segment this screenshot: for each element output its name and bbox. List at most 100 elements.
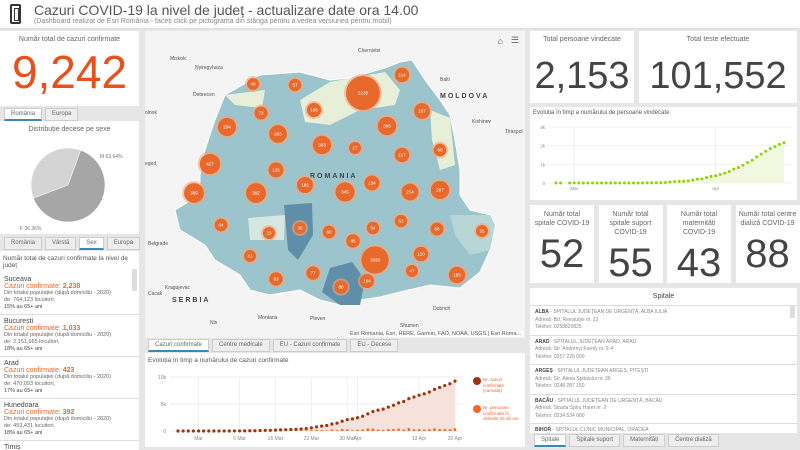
case-cluster[interactable]: 53 [392, 212, 410, 230]
total-cases-card: Număr total de cazuri confirmate 9,242 [0, 31, 139, 106]
tab-spitale-suport[interactable]: Spitale suport [569, 434, 621, 447]
scrollbar[interactable] [790, 306, 795, 318]
case-cluster[interactable]: 60 [320, 223, 338, 241]
case-cluster[interactable]: 214 [399, 181, 421, 203]
county-list-item[interactable]: Hunedoara Cazuri confirmate: 392 Din total… [0, 399, 139, 441]
tab-cazuri-confirmate[interactable]: Cazuri confirmate [148, 339, 210, 352]
hospital-name: ARGEȘ - SPITALUL JUDEȚEAN ARGEȘ, PITEȘTI [535, 368, 649, 374]
legend-list-icon[interactable]: ☰ [510, 35, 519, 45]
data-point [427, 390, 431, 394]
case-cluster[interactable]: 41 [242, 248, 258, 264]
hospital-item[interactable]: ARGEȘ - SPITALUL JUDEȚEAN ARGEȘ, PITEȘTI… [530, 365, 797, 395]
county-list-item[interactable]: TimișCazuri confirmate: 389 [0, 441, 139, 450]
case-cluster[interactable]: 389 [182, 181, 206, 205]
map-place-label: Belgrade [148, 241, 168, 247]
case-cluster[interactable]: 182 [294, 174, 316, 196]
case-cluster[interactable]: 64 [212, 216, 230, 234]
case-cluster[interactable]: 47 [403, 262, 421, 280]
map[interactable]: Miskolc Nyiregyhaza Debrecen olnok Chernivts… [145, 31, 525, 338]
data-point [453, 379, 457, 383]
case-cluster[interactable]: 195 [446, 264, 468, 286]
tab-romania[interactable]: România [4, 237, 43, 250]
tab-sex[interactable]: Sex [79, 237, 104, 250]
case-cluster[interactable]: 2238 [344, 74, 382, 112]
case-cluster[interactable]: 54 [364, 219, 382, 237]
data-point [366, 412, 370, 416]
case-cluster[interactable]: 263 [267, 123, 289, 145]
case-cluster[interactable]: 83 [267, 270, 285, 288]
population-value: de: 470,093 locuitori, [4, 381, 56, 387]
stat-value: 55 [608, 241, 653, 285]
case-cluster[interactable]: 108 [304, 100, 324, 120]
case-cluster[interactable]: 308 [375, 114, 399, 138]
case-cluster[interactable]: 134 [362, 173, 382, 193]
case-cluster[interactable]: 57 [286, 76, 304, 94]
case-cluster[interactable]: 297 [428, 178, 452, 202]
cluster-marker [346, 76, 380, 110]
hospital-item[interactable]: ALBA - SPITALUL JUDEȚEAN DE URGENȚĂ, ALB… [530, 306, 797, 336]
case-cluster[interactable]: 117 [392, 145, 412, 165]
tab-varsta[interactable]: Vârstă [45, 237, 77, 250]
tab-spitale[interactable]: Spitale [534, 434, 567, 447]
map-place-label: Chernivtsi [358, 48, 380, 54]
scrollbar[interactable] [132, 269, 137, 291]
daily-bar [397, 428, 400, 431]
header: Cazuri COVID-19 la nivel de județ - actu… [0, 0, 800, 29]
case-cluster[interactable]: 73 [252, 104, 270, 122]
tab-centre-medicale[interactable]: Centre medicale [212, 339, 270, 352]
hospital-item[interactable]: ARAD - SPITALUL JUDEȚEAN ARAD, ARAD Adres… [530, 336, 797, 365]
daily-bar [315, 429, 318, 431]
data-point [181, 429, 185, 433]
cluster-marker [184, 183, 204, 203]
hospital-name: BACĂU - SPITALUL JUDEȚEAN DE URGENȚĂ, BA… [535, 397, 663, 404]
tab-europa[interactable]: Europa [45, 108, 79, 121]
tab-romania[interactable]: România [4, 108, 43, 121]
case-cluster[interactable]: 85 [344, 232, 362, 250]
case-cluster[interactable]: 303 [310, 133, 334, 157]
case-cluster[interactable]: 294 [215, 115, 239, 139]
case-cluster[interactable]: 345 [333, 180, 357, 204]
case-cluster[interactable]: 68 [428, 220, 446, 238]
cluster-marker [377, 116, 397, 136]
tab-eu-decese[interactable]: EU - Decese [350, 339, 399, 352]
daily-bar [371, 428, 375, 431]
home-icon[interactable]: ⌂ [497, 36, 503, 46]
case-cluster[interactable]: 77 [304, 264, 322, 282]
map-canvas[interactable]: Miskolc Nyiregyhaza Debrecen olnok Chernivts… [145, 31, 525, 338]
area-fill [556, 142, 784, 183]
county-list-item[interactable]: București Cazuri confirmate: 1,033 Din tot… [0, 315, 139, 357]
tab-eu-cazuri[interactable]: EU - Cazuri confirmate [272, 339, 348, 352]
cluster-marker [364, 175, 380, 191]
case-cluster[interactable]: 120 [411, 244, 431, 264]
case-cluster[interactable]: 17 [347, 140, 363, 156]
map-place-label: Montana [258, 315, 278, 321]
area-fill [178, 381, 455, 431]
tab-centre-dializa[interactable]: Centre dializă [668, 434, 719, 447]
county-list-item[interactable]: Suceava Cazuri confirmate: 2,238 Din total… [0, 273, 139, 315]
case-cluster[interactable]: 80 [332, 278, 350, 296]
case-cluster[interactable]: 1033 [359, 244, 391, 276]
case-cluster[interactable]: 60 [431, 141, 449, 159]
case-cluster[interactable]: 427 [197, 151, 223, 177]
mobile-phone-icon[interactable] [10, 4, 21, 24]
map-tabs: Cazuri confirmate Centre medicale EU - C… [148, 339, 399, 352]
data-point [320, 424, 324, 428]
county-list-item[interactable]: Arad Cazuri confirmate: 423 Din totalul po… [0, 357, 139, 399]
stat-card: Număr total centre dializă COVID-19 88 [735, 205, 800, 283]
case-cluster[interactable]: 30 [292, 220, 308, 236]
hospital-item[interactable]: BACĂU - SPITALUL JUDEȚEAN DE URGENȚĂ, BA… [530, 395, 797, 424]
data-point [723, 171, 727, 175]
case-cluster[interactable]: 23 [261, 225, 277, 241]
case-cluster[interactable]: 135 [266, 160, 286, 180]
case-cluster[interactable]: 35 [474, 223, 490, 239]
case-cluster[interactable]: 40 [245, 76, 261, 92]
case-cluster[interactable]: 167 [412, 101, 432, 121]
cluster-marker [296, 176, 314, 194]
case-cluster[interactable]: 114 [392, 65, 412, 85]
tab-maternitati[interactable]: Maternități [623, 434, 666, 447]
case-cluster[interactable]: 104 [357, 271, 377, 291]
tab-europa[interactable]: Europa [106, 237, 141, 250]
case-cluster[interactable]: 392 [244, 181, 268, 205]
daily-bar [376, 429, 380, 431]
hospital-item[interactable]: BIHOR - SPITALUL CLINIC MUNICIPAL, ORADE… [530, 424, 797, 433]
